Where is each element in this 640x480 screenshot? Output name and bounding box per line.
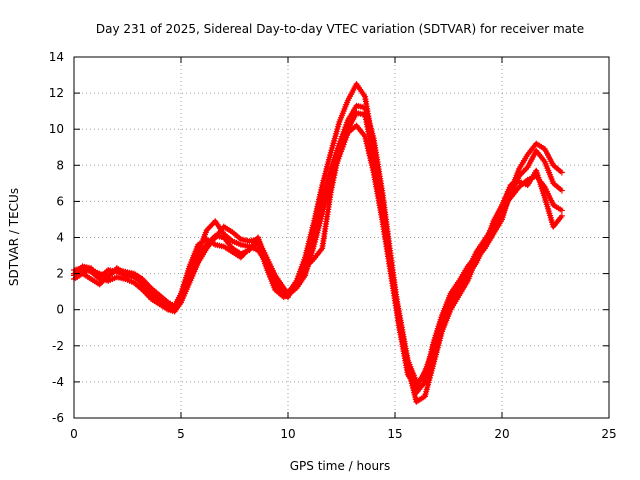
x-tick-label: 10 bbox=[280, 427, 295, 441]
y-tick-label: 14 bbox=[49, 50, 64, 64]
x-axis-label: GPS time / hours bbox=[290, 459, 391, 473]
y-tick-label: -2 bbox=[52, 339, 64, 353]
x-axis-ticks: 0 5 10 15 20 25 bbox=[70, 57, 617, 441]
y-tick-label: -6 bbox=[52, 411, 64, 425]
y-tick-label: 10 bbox=[49, 122, 64, 136]
x-tick-label: 25 bbox=[601, 427, 616, 441]
y-tick-label: 0 bbox=[56, 303, 64, 317]
x-tick-label: 15 bbox=[387, 427, 402, 441]
data-point bbox=[558, 187, 565, 194]
y-tick-label: 4 bbox=[56, 231, 64, 245]
series-line bbox=[73, 110, 564, 384]
grid-lines bbox=[74, 57, 609, 418]
y-axis-ticks: -6 -4 -2 0 2 4 6 8 10 12 14 bbox=[49, 50, 609, 425]
y-tick-label: -4 bbox=[52, 375, 64, 389]
x-tick-label: 5 bbox=[177, 427, 185, 441]
y-axis-label: SDTVAR / TECUs bbox=[7, 188, 21, 286]
data-point bbox=[558, 207, 565, 214]
x-tick-label: 20 bbox=[494, 427, 509, 441]
plot-marks bbox=[71, 81, 565, 405]
y-tick-label: 12 bbox=[49, 86, 64, 100]
y-tick-label: 2 bbox=[56, 267, 64, 281]
x-tick-label: 0 bbox=[70, 427, 78, 441]
y-tick-label: 8 bbox=[56, 158, 64, 172]
data-point bbox=[558, 212, 565, 219]
series-track-4 bbox=[71, 109, 565, 385]
data-point bbox=[558, 169, 565, 176]
y-tick-label: 6 bbox=[56, 194, 64, 208]
chart-title: Day 231 of 2025, Sidereal Day-to-day VTE… bbox=[96, 22, 584, 36]
